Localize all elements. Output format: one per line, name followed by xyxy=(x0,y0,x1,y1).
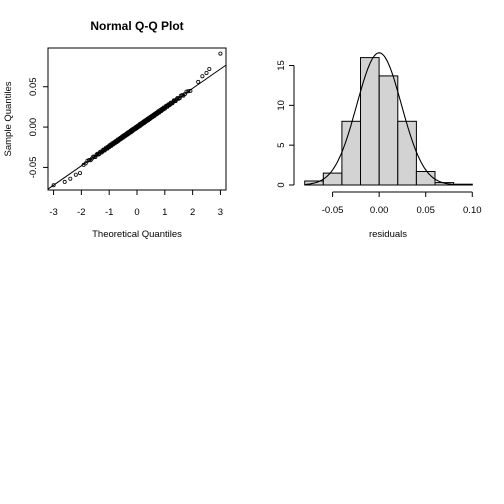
qq-x-tick-label: -3 xyxy=(49,207,57,218)
histogram-x-axis-label: residuals xyxy=(369,229,407,240)
histogram-y-tick-label: 5 xyxy=(276,143,287,148)
qq-plot-frame xyxy=(47,47,227,191)
histogram-panel: -0.05 0.00 0.05 0.10 0 5 10 15 residuals xyxy=(276,52,482,240)
histogram-bar xyxy=(378,75,399,186)
qq-x-tick-label: 2 xyxy=(190,207,195,218)
histogram-y-tick-label: 0 xyxy=(276,182,287,187)
qq-x-tick-label: -1 xyxy=(105,207,113,218)
qq-y-axis: -0.05 0.00 0.05 xyxy=(28,77,48,178)
qq-point xyxy=(62,179,67,184)
qq-point xyxy=(68,176,73,181)
histogram-x-tick-label: -0.05 xyxy=(322,205,344,216)
qq-plot-panel: Normal Q-Q Plot -3 -2 -1 0 1 2 3 -0.05 0.00 0.05… xyxy=(3,19,227,240)
histogram-bar xyxy=(341,120,361,186)
qq-x-tick-label: -2 xyxy=(77,207,85,218)
qq-plot-title: Normal Q-Q Plot xyxy=(90,19,183,33)
qq-x-tick-label: 1 xyxy=(162,207,167,218)
histogram-bar xyxy=(397,120,417,186)
histogram-bar xyxy=(322,172,343,186)
qq-point xyxy=(73,172,78,177)
qq-x-tick-label: 0 xyxy=(134,207,139,218)
qq-point xyxy=(78,171,83,176)
qq-point xyxy=(196,79,201,84)
histogram-y-tick-label: 10 xyxy=(276,100,287,111)
histogram-bar xyxy=(360,57,380,186)
qq-point xyxy=(51,183,56,188)
histogram-bars xyxy=(304,57,473,186)
qq-reference-line xyxy=(47,64,227,190)
qq-y-tick-label: -0.05 xyxy=(28,157,39,179)
histogram-bar xyxy=(415,171,436,186)
qq-point xyxy=(218,51,223,56)
qq-y-tick-label: 0.00 xyxy=(28,118,39,136)
qq-x-axis: -3 -2 -1 0 1 2 3 xyxy=(49,190,223,218)
histogram-y-tick-label: 15 xyxy=(276,60,287,71)
qq-point xyxy=(186,89,191,94)
qq-y-axis-label: Sample Quantiles xyxy=(3,81,14,156)
histogram-x-tick-label: 0.00 xyxy=(370,205,389,216)
qq-x-tick-label: 3 xyxy=(218,207,223,218)
qq-point xyxy=(204,71,209,76)
qq-y-tick-label: 0.05 xyxy=(28,77,39,96)
qq-x-axis-label: Theoretical Quantiles xyxy=(92,229,182,240)
density-curve xyxy=(304,52,473,186)
histogram-x-tick-label: 0.10 xyxy=(463,205,482,216)
histogram-x-axis: -0.05 0.00 0.05 0.10 xyxy=(322,191,482,216)
qq-point xyxy=(200,74,205,79)
qq-point xyxy=(207,67,212,72)
histogram-y-axis: 0 5 10 15 xyxy=(276,60,295,188)
qq-points xyxy=(51,51,223,188)
histogram-x-tick-label: 0.05 xyxy=(416,205,435,216)
